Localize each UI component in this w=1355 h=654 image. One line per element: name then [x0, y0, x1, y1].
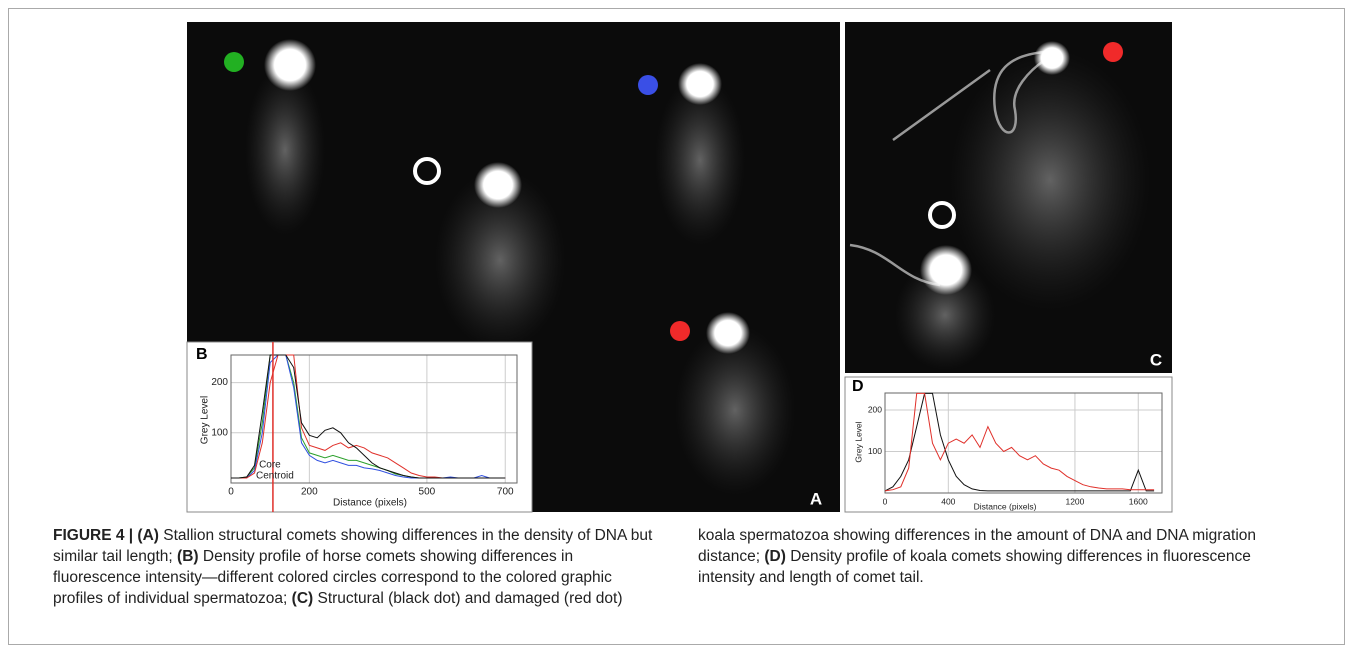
caption-run: Stallion structural comets showing diffe…: [53, 527, 653, 565]
x-axis-label: Distance (pixels): [333, 498, 407, 509]
caption-run: Density profile of horse comets showing …: [53, 548, 612, 607]
chart-background: [186, 341, 533, 513]
caption-run: (D): [764, 548, 786, 565]
y-axis-label: Grey Level: [853, 421, 863, 462]
chart-background: [844, 376, 1173, 513]
y-tick-label: 200: [211, 377, 228, 388]
series-line: [231, 354, 506, 479]
chart: 0 400 1200 1600 100 200 D Grey Level Distance (p…: [844, 376, 1173, 513]
x-tick-label: 1600: [1129, 496, 1148, 506]
series-line: [884, 392, 1155, 492]
annotation: Core: [259, 460, 281, 471]
caption: FIGURE 4 | (A) Stallion structural comet…: [53, 525, 1303, 609]
x-axis-label: Distance (pixels): [974, 501, 1037, 511]
caption-run: Density profile of koala comets showing …: [698, 548, 1251, 586]
panel-label: A: [810, 489, 822, 508]
panel-label: D: [852, 378, 864, 395]
figure-frame: [8, 8, 1345, 645]
x-tick-label: 500: [419, 487, 436, 498]
x-tick-label: 0: [883, 496, 888, 506]
caption-run: Structural (black dot) and damaged (red …: [313, 527, 1257, 607]
plot-frame: [230, 354, 518, 484]
x-tick-label: 0: [228, 487, 234, 498]
x-tick-label: 400: [941, 496, 955, 506]
series-line: [884, 392, 1155, 492]
caption-run: (B): [177, 548, 199, 565]
y-tick-label: 100: [211, 427, 228, 438]
y-axis-label: Grey Level: [200, 396, 211, 444]
y-tick-label: 100: [868, 446, 882, 456]
micrograph-c: [845, 22, 1172, 373]
caption-run: FIGURE 4 | (A): [53, 527, 159, 544]
x-tick-label: 200: [301, 487, 318, 498]
panel-label: B: [196, 346, 208, 363]
x-tick-label: 1200: [1065, 496, 1084, 506]
annotation: Centroid: [256, 471, 294, 482]
plot-frame: [884, 392, 1163, 494]
panel-label: C: [1150, 350, 1162, 369]
x-tick-label: 700: [497, 487, 514, 498]
caption-run: (C): [291, 590, 314, 607]
y-tick-label: 200: [868, 404, 882, 414]
